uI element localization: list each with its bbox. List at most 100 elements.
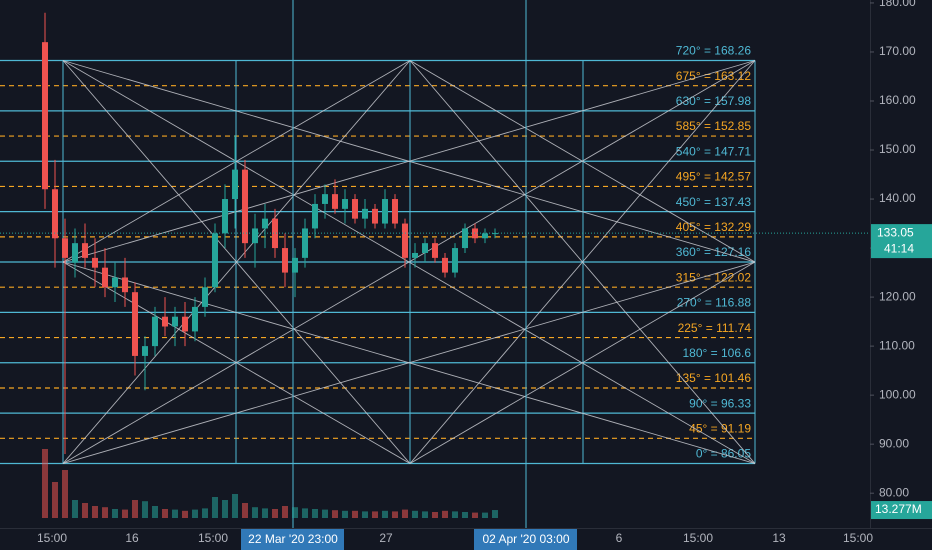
candle-body [92, 257, 98, 268]
volume-bar [402, 509, 408, 518]
candle-body [172, 316, 178, 327]
y-tick-label: 110.00 [879, 338, 915, 352]
volume-bar [182, 510, 188, 518]
y-tick-label: 150.00 [879, 142, 916, 156]
volume-bar [82, 503, 88, 518]
volume-bar [392, 511, 398, 518]
volume-bar [482, 512, 488, 518]
volume-bar [312, 509, 318, 518]
y-tick-label: 140.00 [879, 191, 916, 205]
candle-body [392, 199, 398, 224]
candle-body [422, 243, 428, 253]
x-tick-label: 15:00 [37, 531, 67, 545]
volume-bar [222, 500, 228, 518]
gann-fan-line [62, 60, 411, 464]
x-tick-label: 15:00 [843, 531, 873, 545]
volume-bar [322, 509, 328, 518]
candle-body [362, 208, 368, 219]
time-marker-box [241, 529, 344, 550]
volume-bar [442, 510, 448, 518]
candle-body [152, 316, 158, 347]
candle-body [232, 169, 238, 200]
volume-bar [412, 510, 418, 518]
volume-bar [432, 512, 438, 518]
volume-bar [102, 507, 108, 518]
volume-bar [292, 507, 298, 518]
gann-fan-line [62, 60, 756, 464]
candle-body [62, 238, 68, 258]
gann-fan-line [62, 60, 756, 263]
volume-bar [212, 497, 218, 518]
candle-body [292, 257, 298, 273]
volume-bar [152, 506, 158, 518]
candle-body [52, 189, 58, 239]
candle-body [352, 199, 358, 219]
volume-bar [422, 511, 428, 518]
gann-level-label: 135° = 101.46 [676, 371, 752, 385]
last-price-box [871, 224, 932, 259]
candle-body [222, 199, 228, 234]
candle-body [282, 248, 288, 273]
candle-body [322, 194, 328, 204]
candle-body [242, 169, 248, 244]
candle-body [272, 218, 278, 249]
volume-bar [132, 500, 138, 518]
candle-body [112, 277, 118, 288]
y-tick-label: 180.00 [879, 0, 916, 9]
candle-body [482, 233, 488, 239]
volume-bar [262, 508, 268, 518]
volume-bar [62, 470, 68, 518]
volume-bar [172, 509, 178, 518]
x-tick-label: 15:00 [683, 531, 713, 545]
candle-body [462, 228, 468, 249]
y-tick-label: 90.00 [879, 436, 909, 450]
volume-bar [372, 511, 378, 518]
gann-level-label: 45° = 91.19 [689, 422, 751, 436]
x-tick-label: 6 [616, 531, 623, 545]
volume-bar [242, 503, 248, 518]
gann-fan-line [62, 261, 756, 464]
volume-bar [162, 509, 168, 518]
volume-bar [472, 512, 478, 518]
y-tick-label: 170.00 [879, 44, 916, 58]
candle-body [312, 203, 318, 229]
volume-bar [232, 494, 238, 518]
volume-label-box [871, 501, 932, 520]
time-marker-label: 22 Mar '20 23:00 [248, 532, 338, 546]
gann-level-label: 540° = 147.71 [676, 144, 752, 158]
y-tick-label: 160.00 [879, 93, 916, 107]
y-tick-label: 120.00 [879, 289, 916, 303]
volume-bar [122, 509, 128, 518]
gann-level-label: 405° = 132.29 [676, 220, 752, 234]
volume-bar [72, 500, 78, 518]
candle-body [192, 306, 198, 332]
volume-bar [282, 506, 288, 518]
gann-level-label: 270° = 116.88 [677, 296, 752, 310]
volume-bar [52, 482, 58, 518]
volume-bar [382, 510, 388, 518]
x-tick-label: 13 [772, 531, 786, 545]
x-tick-label: 16 [125, 531, 139, 545]
candle-body [72, 243, 78, 263]
gann-level-label: 675° = 163.12 [676, 69, 752, 83]
gann-fan-line [409, 261, 756, 464]
volume-bar [332, 510, 338, 518]
candle-body [342, 199, 348, 209]
gann-level-label: 630° = 157.98 [676, 94, 752, 108]
candle-body [402, 223, 408, 258]
time-marker-box [474, 529, 577, 550]
x-tick-label: 27 [379, 531, 393, 545]
gann-level-label: 720° = 168.26 [676, 44, 752, 58]
y-tick-label: 100.00 [879, 387, 916, 401]
volume-bar [302, 508, 308, 518]
candle-body [212, 233, 218, 288]
candle-body [412, 252, 418, 258]
volume-bar [352, 510, 358, 518]
gann-fan-line [409, 60, 756, 464]
candle-body [132, 292, 138, 356]
volume-bar [492, 510, 498, 518]
candle-body [42, 42, 48, 190]
volume-bar [192, 509, 198, 518]
gann-fan-line [62, 261, 411, 464]
